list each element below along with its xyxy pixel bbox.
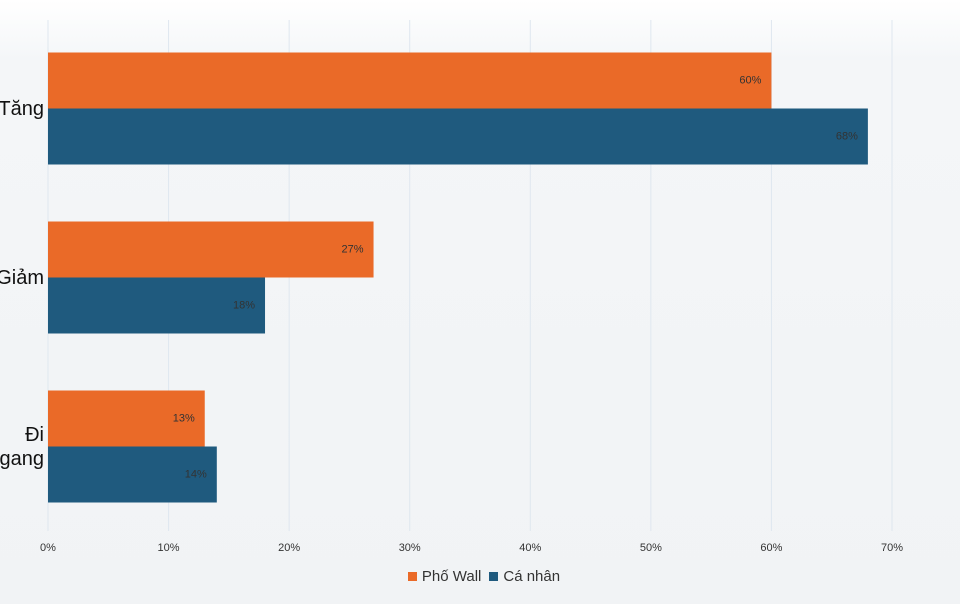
x-tick-label: 20% xyxy=(278,542,300,554)
x-tick-label: 40% xyxy=(519,542,541,554)
legend-swatch xyxy=(407,572,417,581)
value-label: 14% xyxy=(185,468,207,480)
bar xyxy=(48,221,374,278)
value-label: 27% xyxy=(342,243,364,255)
value-label: 68% xyxy=(836,130,858,142)
x-tick-label: 70% xyxy=(881,542,903,554)
x-tick-label: 60% xyxy=(760,542,782,554)
y-tick-label: Giảm xyxy=(0,266,44,289)
y-tick-label: Tăng xyxy=(0,97,44,120)
legend-swatch xyxy=(489,572,499,581)
x-tick-label: 50% xyxy=(640,542,662,554)
value-label: 18% xyxy=(233,299,255,311)
y-tick-label: Đi ngang xyxy=(0,423,44,470)
bar xyxy=(48,390,205,447)
bar xyxy=(48,277,266,334)
x-tick-label: 30% xyxy=(399,542,421,554)
bar xyxy=(48,52,772,109)
value-label: 13% xyxy=(173,412,195,424)
value-label: 60% xyxy=(739,74,761,86)
legend-label: Phố Wall xyxy=(421,568,482,585)
bar xyxy=(48,108,868,165)
x-tick-label: 0% xyxy=(40,542,56,554)
legend: Phố Wall Cá nhân xyxy=(0,568,960,585)
x-tick-label: 10% xyxy=(158,542,180,554)
bar xyxy=(48,446,217,503)
legend-label: Cá nhân xyxy=(503,568,561,585)
